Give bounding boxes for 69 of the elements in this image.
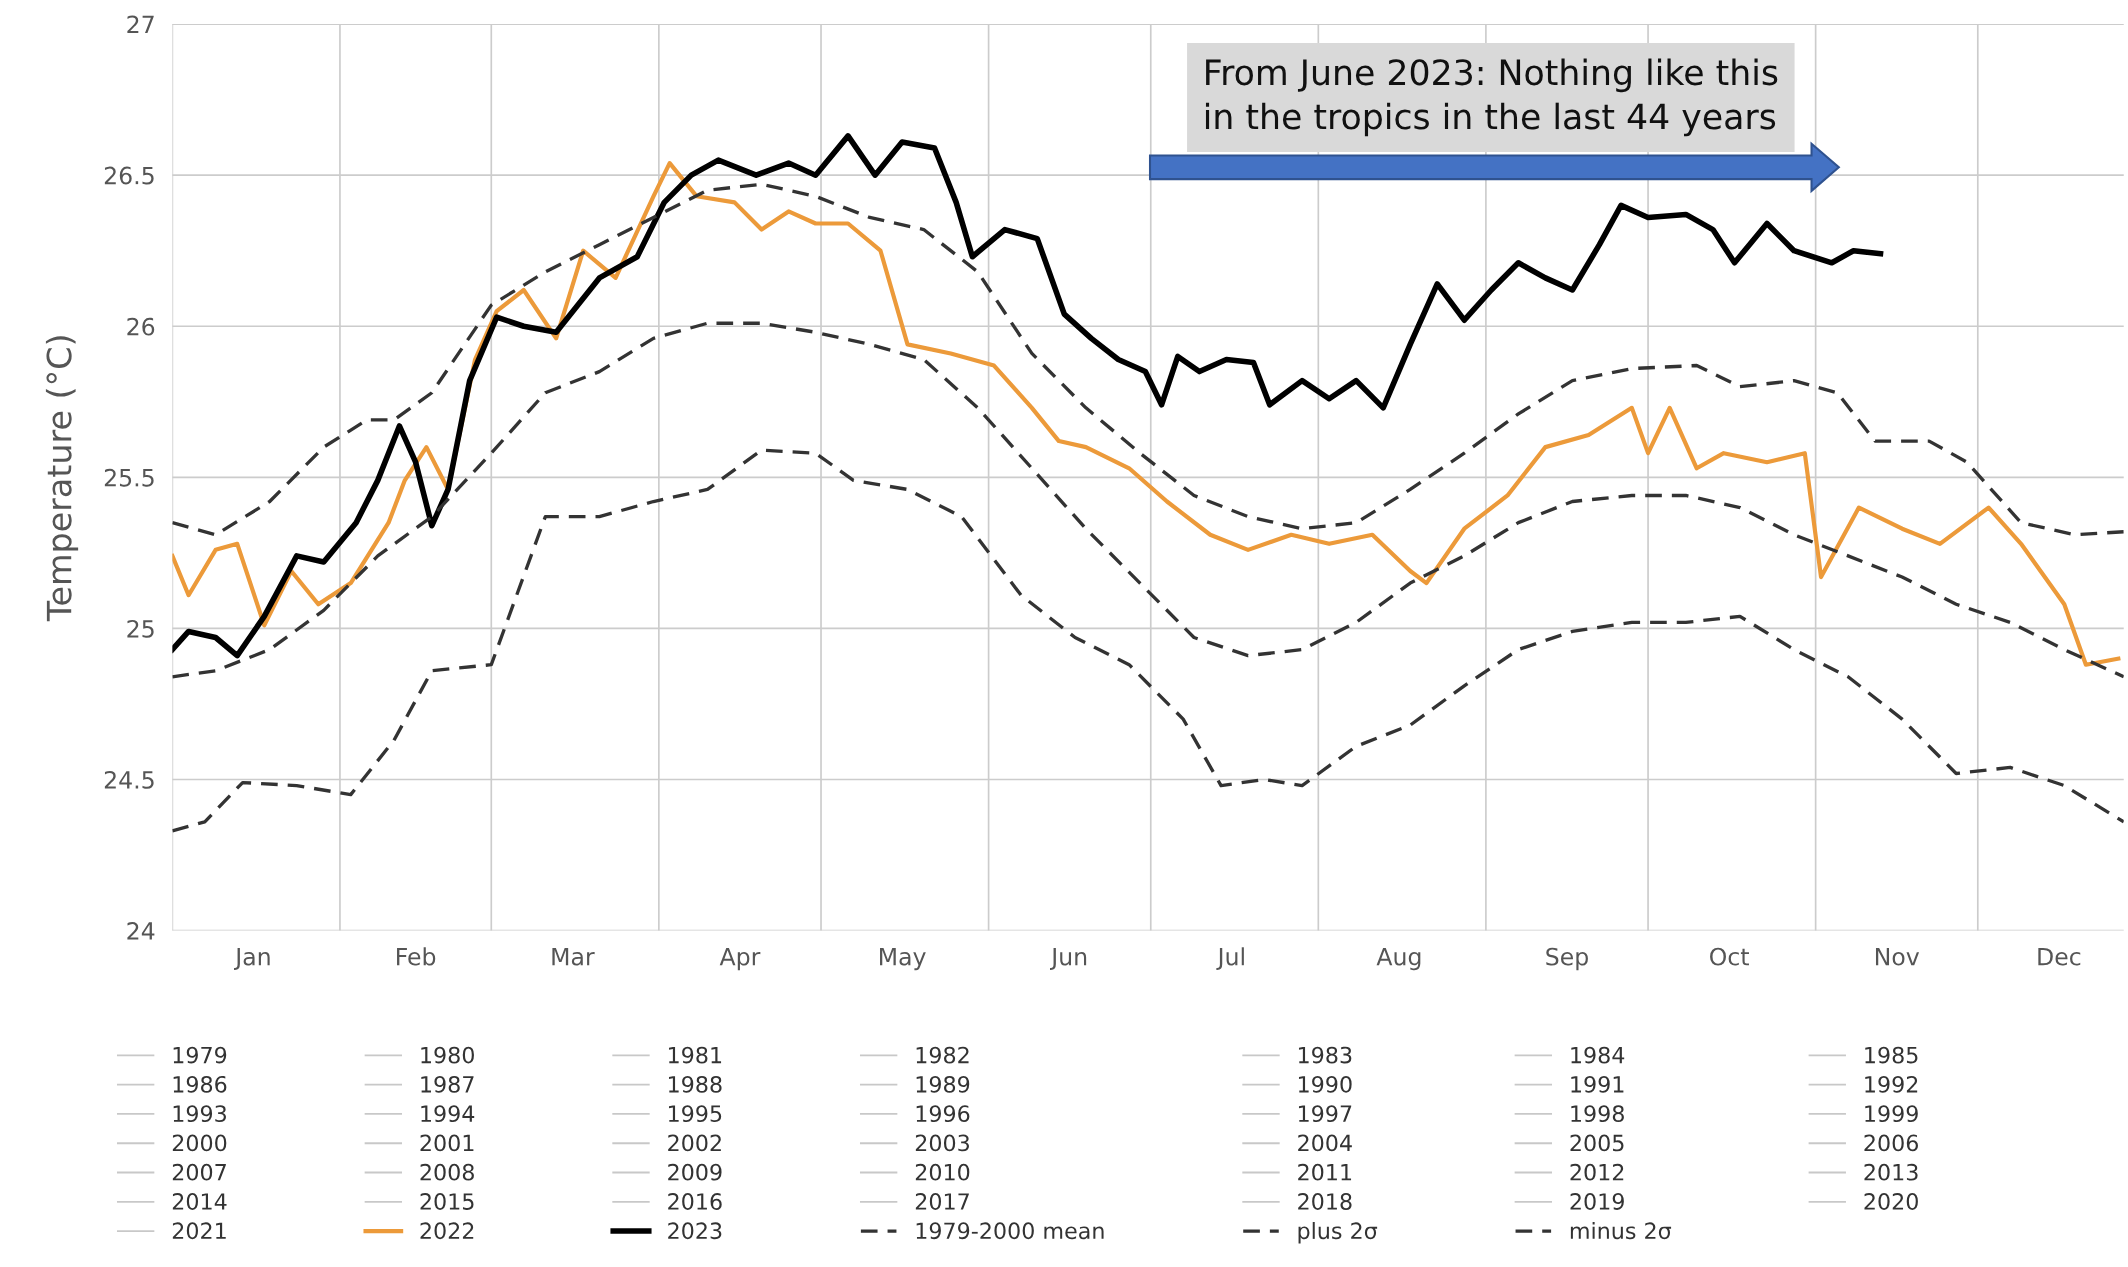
y-tick-label: 25 xyxy=(127,619,154,638)
legend-label: 1979 xyxy=(173,1046,227,1064)
legend-label: 1980 xyxy=(421,1046,474,1064)
x-tick-label: Jun xyxy=(1050,948,1087,970)
x-tick-label: Dec xyxy=(2038,948,2081,966)
legend-label: 2000 xyxy=(172,1134,227,1152)
x-tick-label: Apr xyxy=(719,948,761,971)
x-tick-label: Aug xyxy=(1376,948,1421,971)
y-axis-title: Temperature (°C) xyxy=(45,336,79,622)
legend-label: 2014 xyxy=(172,1193,227,1210)
legend-label: 1995 xyxy=(669,1105,722,1123)
legend-label: 1996 xyxy=(916,1105,970,1123)
legend-label: 1993 xyxy=(173,1105,226,1123)
legend-label: 1991 xyxy=(1571,1075,1624,1093)
legend-label: 2012 xyxy=(1570,1163,1624,1181)
legend-label: 1992 xyxy=(1865,1075,1918,1093)
legend-label: 1999 xyxy=(1865,1105,1918,1123)
y-tick-label: 26 xyxy=(127,317,155,336)
x-tick-label: Oct xyxy=(1710,947,1749,966)
legend-label: 2009 xyxy=(668,1163,722,1181)
x-tick-label: May xyxy=(880,948,926,971)
legend-label: 1979-2000 mean xyxy=(916,1222,1104,1240)
legend-label: 2007 xyxy=(172,1163,226,1181)
legend-label: 2013 xyxy=(1864,1163,1918,1181)
legend-label: minus 2σ xyxy=(1570,1221,1672,1240)
x-tick-label: Mar xyxy=(552,948,595,966)
legend-label: 2021 xyxy=(172,1222,226,1240)
legend-label: 2015 xyxy=(420,1193,474,1210)
legend-label: 1984 xyxy=(1571,1046,1625,1064)
legend-label: 1994 xyxy=(421,1105,475,1123)
legend-label: 2005 xyxy=(1570,1134,1624,1152)
legend-label: 1985 xyxy=(1865,1046,1918,1064)
legend-label: 2022 xyxy=(420,1222,474,1240)
legend-label: 1990 xyxy=(1298,1075,1352,1093)
legend-label: 2010 xyxy=(915,1163,970,1181)
legend-label: 2001 xyxy=(420,1134,474,1152)
x-tick-label: Jan xyxy=(234,948,270,970)
x-tick-label: Jul xyxy=(1216,947,1244,970)
legend-label: plus 2σ xyxy=(1298,1221,1378,1244)
x-tick-label: Nov xyxy=(1875,948,1920,966)
legend-label: 1989 xyxy=(916,1075,970,1093)
x-tick-label: Feb xyxy=(397,947,436,966)
legend-label: 2019 xyxy=(1570,1193,1624,1210)
y-tick-label: 26.5 xyxy=(104,166,154,185)
legend-label: 2018 xyxy=(1298,1193,1352,1210)
legend-label: 1982 xyxy=(916,1046,969,1064)
legend-label: 2002 xyxy=(668,1134,721,1152)
y-tick-label: 25.5 xyxy=(104,468,154,487)
annotation: From June 2023: Nothing like this in the tropics in the last 44 years xyxy=(1205,58,1778,137)
legend-label: 1998 xyxy=(1571,1105,1624,1123)
legend-label: 2003 xyxy=(915,1134,969,1152)
legend-label: 1988 xyxy=(669,1075,722,1093)
legend-label: 2004 xyxy=(1298,1134,1352,1152)
legend-label: 2020 xyxy=(1864,1193,1918,1210)
legend-label: 2016 xyxy=(668,1193,722,1210)
legend-label: 1981 xyxy=(669,1046,722,1064)
legend-label: 2011 xyxy=(1298,1163,1352,1181)
x-tick-label: Sep xyxy=(1546,947,1588,971)
legend-label: 2023 xyxy=(668,1222,722,1240)
legend-label: 2008 xyxy=(420,1163,474,1181)
legend-label: 1986 xyxy=(173,1075,227,1093)
legend-label: 1997 xyxy=(1298,1105,1352,1123)
y-tick-label: 24 xyxy=(127,922,155,940)
y-tick-label: 27 xyxy=(127,15,154,34)
legend-label: 2006 xyxy=(1864,1134,1918,1152)
legend-label: 1983 xyxy=(1298,1046,1352,1064)
legend-label: 2017 xyxy=(915,1193,969,1210)
legend-label: 1987 xyxy=(421,1075,474,1093)
y-tick-label: 24.5 xyxy=(104,770,154,789)
